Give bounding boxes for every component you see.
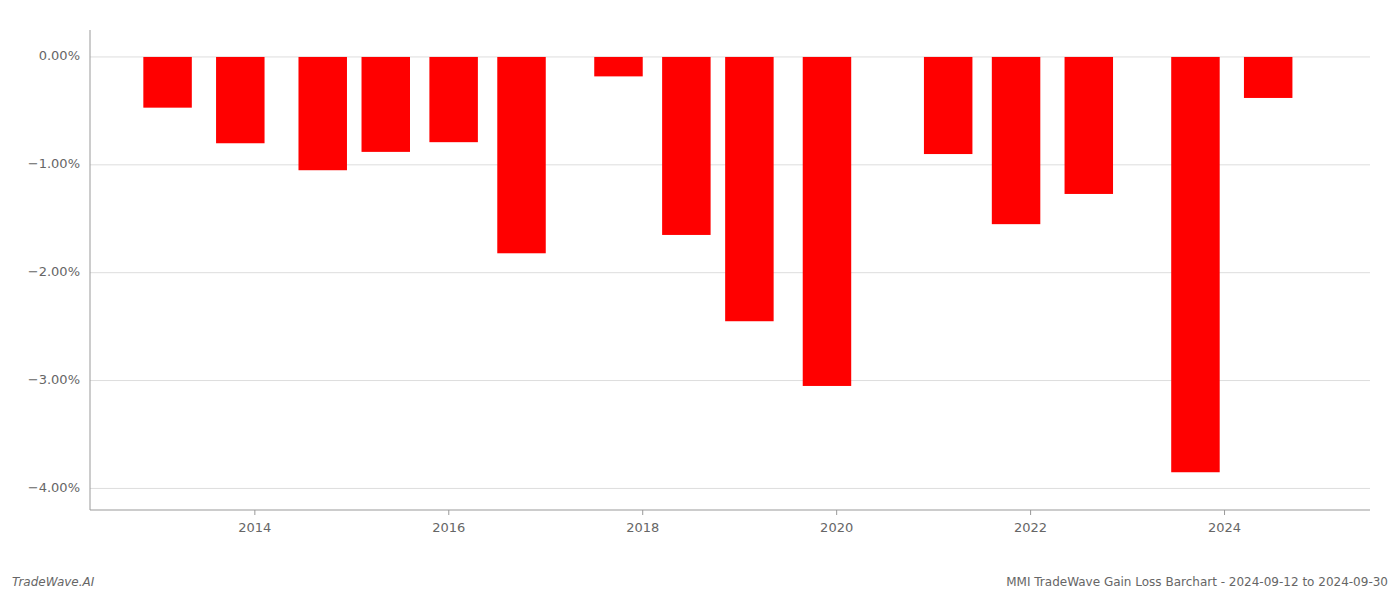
grid bbox=[90, 57, 1370, 488]
bar bbox=[429, 57, 477, 142]
bar bbox=[497, 57, 545, 253]
bar bbox=[216, 57, 264, 143]
bar bbox=[298, 57, 346, 170]
x-tick-label: 2016 bbox=[432, 520, 465, 535]
bar bbox=[362, 57, 410, 152]
footer-right: MMI TradeWave Gain Loss Barchart - 2024-… bbox=[1006, 575, 1388, 589]
bar bbox=[924, 57, 972, 154]
y-tick-label: −3.00% bbox=[28, 372, 80, 387]
x-tick-label: 2014 bbox=[238, 520, 271, 535]
x-tick-label: 2022 bbox=[1014, 520, 1047, 535]
y-tick-label: −2.00% bbox=[28, 264, 80, 279]
x-tick bbox=[836, 510, 837, 515]
bar bbox=[803, 57, 851, 386]
x-tick bbox=[254, 510, 255, 515]
bar bbox=[1065, 57, 1113, 194]
bar bbox=[1244, 57, 1292, 98]
y-tick-label: 0.00% bbox=[39, 48, 80, 63]
x-tick-label: 2018 bbox=[626, 520, 659, 535]
x-tick bbox=[448, 510, 449, 515]
bars bbox=[143, 57, 1292, 472]
grid-line bbox=[90, 488, 1370, 489]
y-tick-labels: 0.00% −1.00% −2.00% −3.00% −4.00% bbox=[28, 48, 80, 494]
x-tick-label: 2024 bbox=[1208, 520, 1241, 535]
bar bbox=[725, 57, 773, 321]
x-ticks: 2014 2016 2018 2020 2022 2024 bbox=[238, 510, 1241, 535]
y-tick-label: −1.00% bbox=[28, 156, 80, 171]
bar bbox=[662, 57, 710, 235]
bar bbox=[1171, 57, 1219, 472]
x-axis-line bbox=[90, 510, 1370, 511]
footer-left: TradeWave.AI bbox=[12, 575, 95, 589]
chart: 0.00%−1.00%−2.00%−3.00%−4.00%20142016201… bbox=[0, 0, 1400, 600]
x-tick-label: 2020 bbox=[820, 520, 853, 535]
y-axis-line bbox=[90, 30, 91, 510]
y-tick-label: −4.00% bbox=[28, 480, 80, 495]
x-tick bbox=[642, 510, 643, 515]
bar bbox=[594, 57, 642, 76]
bar bbox=[992, 57, 1040, 224]
bar bbox=[143, 57, 191, 108]
x-tick bbox=[1030, 510, 1031, 515]
x-tick bbox=[1224, 510, 1225, 515]
